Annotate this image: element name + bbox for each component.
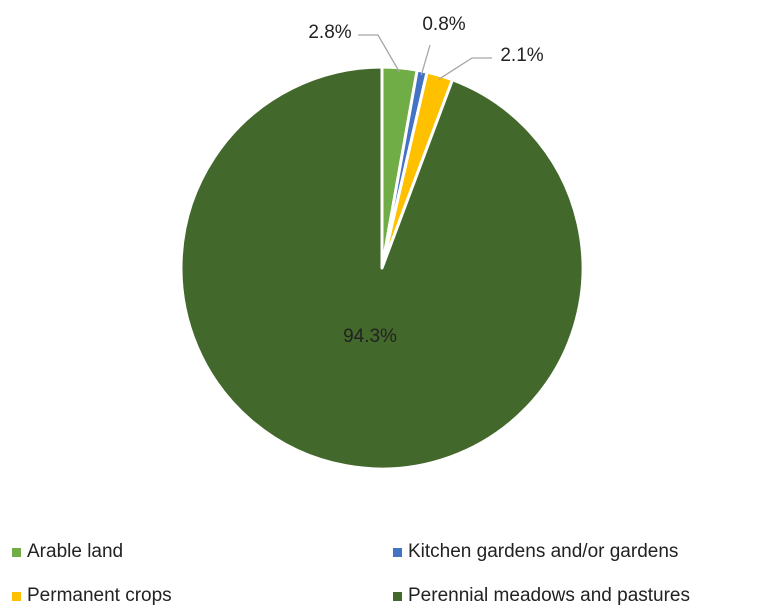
data-labels: 2.8% 0.8% 2.1% 94.3%: [308, 14, 543, 347]
pie-slice-perennial-meadows-and-pastures: [179, 65, 585, 471]
leader-line-kitchen-gardens-and-or-gardens: [420, 44, 431, 76]
leader-line-permanent-crops: [438, 57, 492, 80]
pie-slices: [179, 65, 585, 471]
data-label-kitchen-gardens-and-or-gardens: 0.8%: [422, 14, 465, 35]
data-label-arable-land: 2.8%: [308, 22, 351, 43]
data-label-permanent-crops: 2.1%: [500, 45, 543, 66]
leader-line-arable-land: [358, 34, 400, 73]
leader-lines: [358, 34, 492, 80]
data-label-perennial-meadows-and-pastures: 94.3%: [343, 326, 397, 347]
